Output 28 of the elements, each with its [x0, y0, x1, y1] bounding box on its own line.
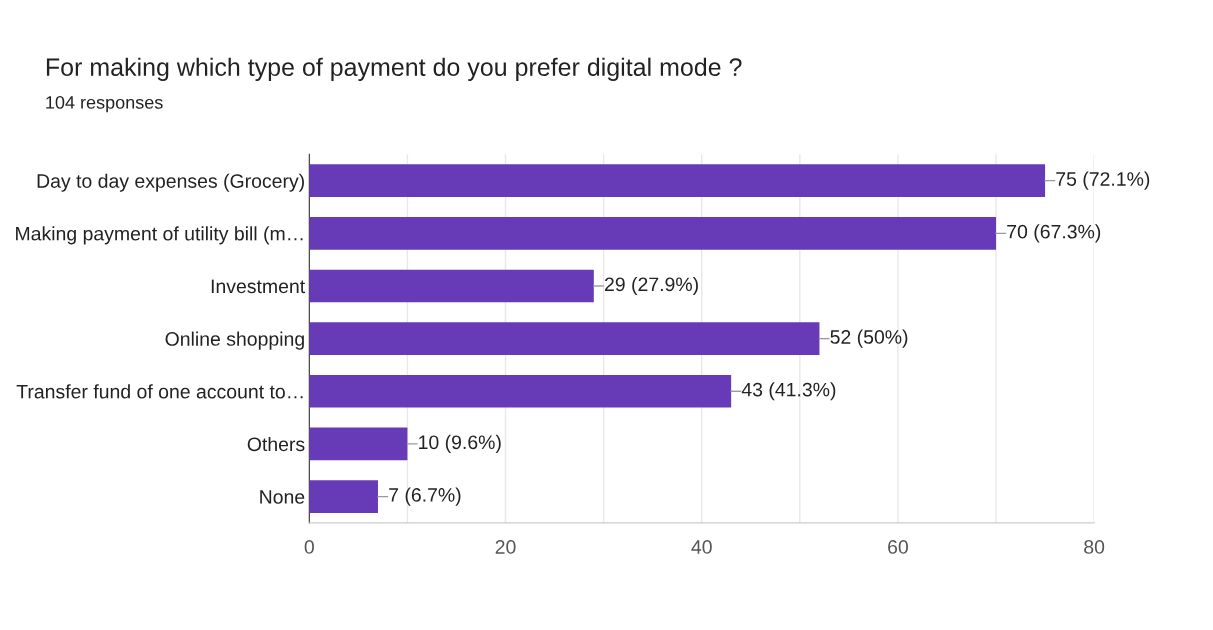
y-tick-label: None [260, 490, 305, 504]
y-tick-label: Investment [211, 279, 306, 294]
y-tick-label: Online shopping [165, 331, 304, 350]
bar [309, 374, 732, 408]
x-tick-label: 80 [1084, 540, 1105, 554]
chart-title: For making which type of payment do you prefer digital mode ? [46, 57, 742, 81]
y-tick-label: Making payment of utility bill (m… [16, 226, 303, 245]
bar [309, 164, 1046, 197]
y-tick-label: Day to day expenses (Grocery) [37, 173, 304, 192]
y-tick-label: Transfer fund of one account to… [16, 384, 303, 399]
data-label: 75 (72.1%) [1056, 171, 1150, 190]
data-label: 7 (6.7%) [389, 487, 461, 506]
x-tick-label: 40 [691, 540, 712, 554]
data-label: 10 (9.6%) [419, 434, 501, 453]
data-label: 29 (27.9%) [604, 276, 698, 296]
bar [309, 322, 820, 355]
bar [309, 217, 997, 250]
x-tick-label: 20 [495, 540, 516, 554]
text: 104 responses [46, 96, 163, 113]
x-tick-label: 0 [304, 540, 314, 554]
x-tick-label: 60 [888, 540, 908, 554]
bar [309, 427, 408, 461]
bar [309, 480, 378, 513]
data-label: 43 (41.3%) [741, 382, 836, 401]
y-tick-label: Others [247, 436, 305, 452]
data-label: 52 (50%) [830, 329, 908, 348]
data-label: 70 (67.3%) [1007, 224, 1101, 243]
bar [309, 269, 594, 303]
